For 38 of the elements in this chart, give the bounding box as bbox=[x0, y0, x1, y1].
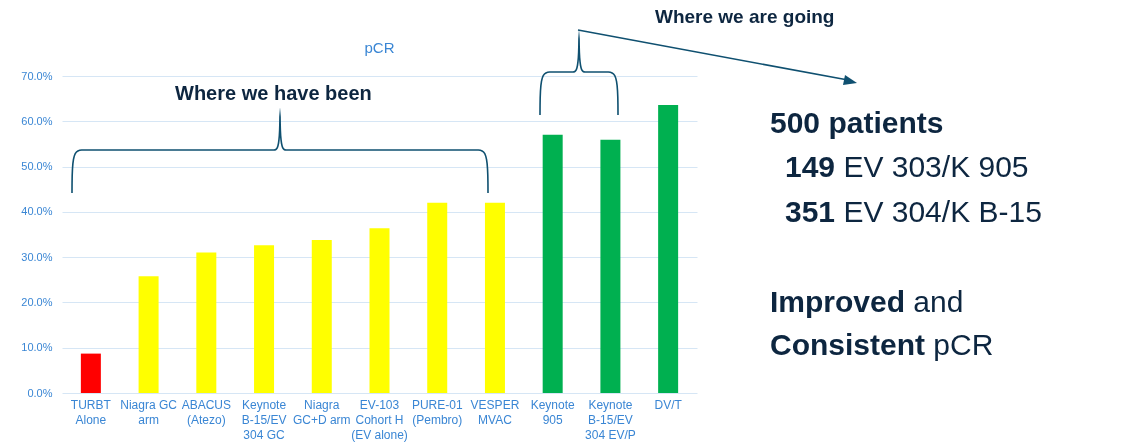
text: Improved and bbox=[770, 285, 964, 319]
bar bbox=[311, 239, 332, 393]
text: 149 EV 303/K 905 bbox=[785, 150, 1029, 184]
x-tick-label: Niagra GC arm bbox=[120, 397, 178, 427]
x-tick-label: VESPER MVAC bbox=[470, 397, 520, 427]
y-tick-label: 50.0% bbox=[21, 160, 53, 173]
x-tick-label: TURBT Alone bbox=[70, 397, 112, 427]
bar bbox=[484, 202, 505, 393]
bar bbox=[138, 276, 159, 393]
text: Consistent pCR bbox=[770, 328, 994, 362]
y-tick-label: 40.0% bbox=[21, 205, 53, 218]
text: 500 patients bbox=[770, 106, 944, 140]
bar bbox=[542, 134, 563, 393]
y-tick-label: 10.0% bbox=[21, 341, 53, 354]
x-tick-label: PURE-01 (Pembro) bbox=[411, 397, 463, 427]
annotation: Where we have been bbox=[175, 82, 372, 105]
text: Where we are going bbox=[655, 6, 835, 28]
x-tick-label: Keynote B-15/EV 304 GC bbox=[241, 397, 287, 442]
x-tick-label: DV/T bbox=[654, 397, 683, 412]
x-tick-label: Keynote 905 bbox=[530, 397, 576, 427]
x-tick-label: Niagra GC+D arm bbox=[292, 397, 351, 427]
bar bbox=[369, 228, 390, 393]
y-tick-label: 0.0% bbox=[27, 386, 53, 399]
x-tick-label: ABACUS (Atezo) bbox=[181, 397, 231, 427]
y-tick-label: 20.0% bbox=[21, 295, 53, 308]
y-tick-label: 70.0% bbox=[21, 69, 53, 82]
x-tick-label: Keynote B-15/EV 304 EV/P bbox=[585, 397, 636, 442]
bar bbox=[600, 139, 621, 393]
text: 351 EV 304/K B-15 bbox=[785, 195, 1042, 229]
bar bbox=[254, 245, 275, 393]
y-tick-label: 60.0% bbox=[21, 114, 53, 127]
x-tick-label: EV-103 Cohort H (EV alone) bbox=[351, 397, 408, 442]
chart-title: pCR bbox=[364, 39, 395, 56]
bar bbox=[427, 202, 448, 393]
bar bbox=[80, 353, 101, 393]
bar bbox=[196, 252, 217, 393]
y-tick-label: 30.0% bbox=[21, 250, 53, 263]
bar bbox=[658, 104, 679, 393]
